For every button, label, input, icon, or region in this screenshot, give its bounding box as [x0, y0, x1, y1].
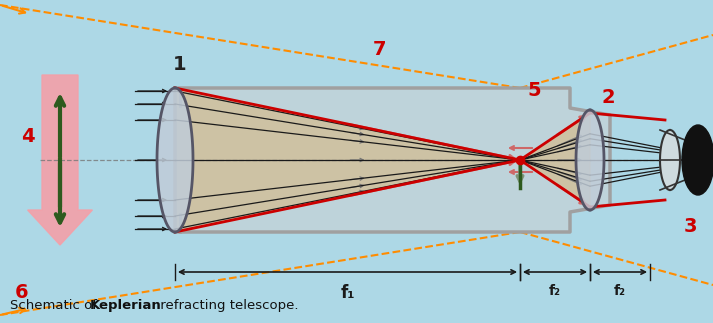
Text: f₂: f₂	[549, 284, 561, 298]
Text: 3: 3	[683, 217, 697, 236]
Text: 4: 4	[21, 127, 35, 146]
Polygon shape	[520, 113, 590, 207]
Ellipse shape	[682, 125, 713, 195]
Text: 2: 2	[601, 88, 615, 107]
Text: f₁: f₁	[340, 284, 355, 302]
Text: 5: 5	[527, 81, 541, 100]
Text: refracting telescope.: refracting telescope.	[156, 299, 299, 312]
Polygon shape	[175, 88, 610, 232]
Text: f₂: f₂	[614, 284, 626, 298]
Text: Keplerian: Keplerian	[90, 299, 162, 312]
Polygon shape	[28, 75, 93, 245]
Polygon shape	[157, 88, 193, 232]
Polygon shape	[175, 88, 520, 232]
Text: 6: 6	[15, 283, 29, 302]
Text: Schematic of: Schematic of	[10, 299, 101, 312]
Polygon shape	[576, 110, 604, 210]
Text: 7: 7	[373, 40, 386, 59]
Polygon shape	[660, 130, 680, 190]
Text: 1: 1	[173, 55, 187, 74]
